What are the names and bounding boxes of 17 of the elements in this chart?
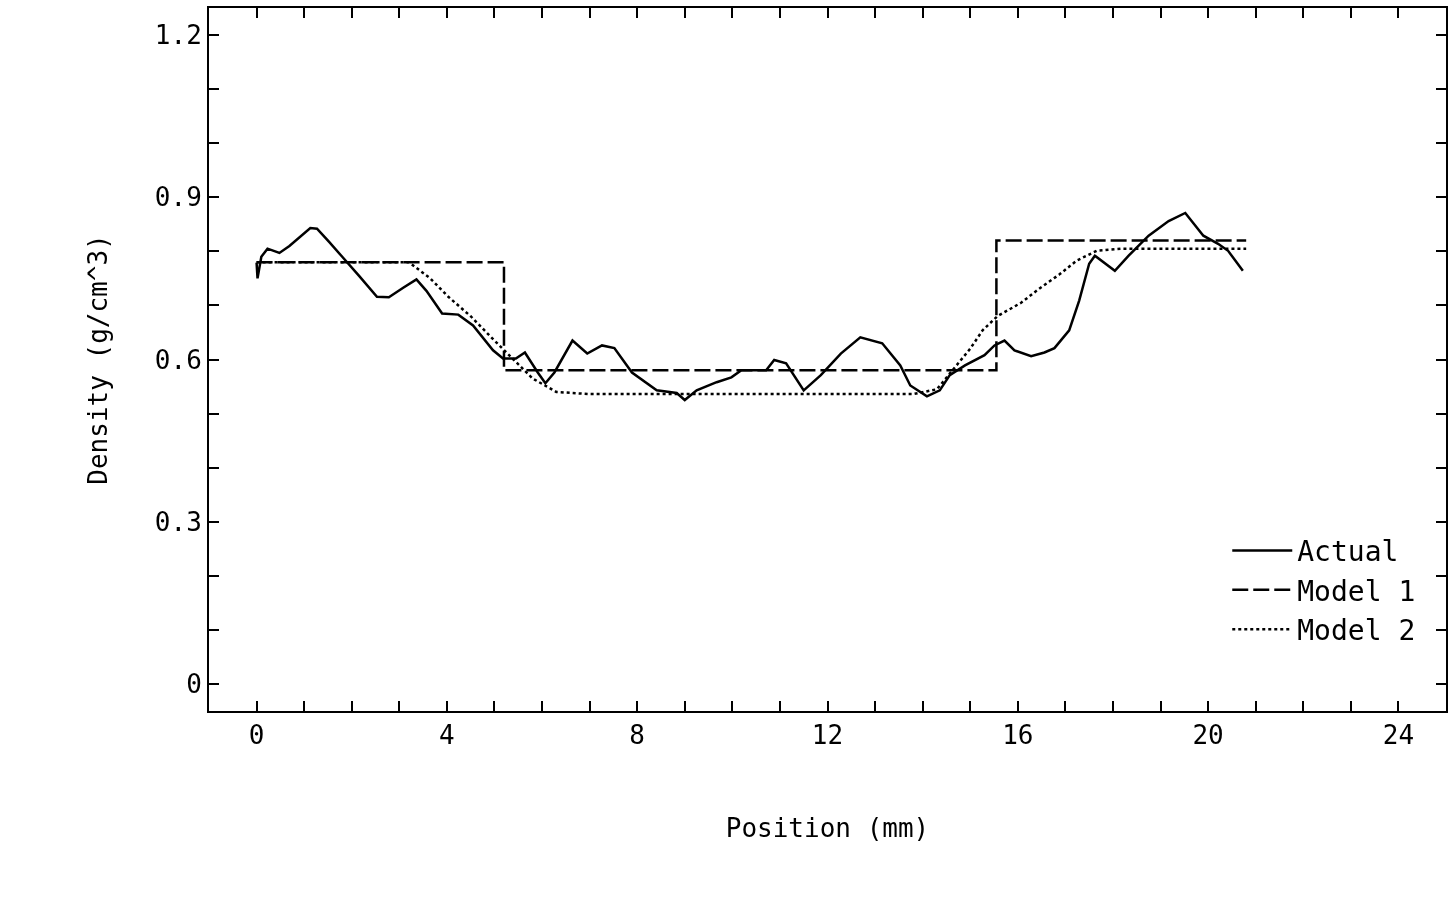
x-tick-label: 16 [1002,720,1034,751]
x-tick-label: 12 [811,720,844,751]
x-tick-label: 20 [1192,720,1224,751]
legend-label: Actual [1297,535,1399,569]
y-tick-label: 1.2 [154,20,202,51]
x-tick-label: 4 [439,720,455,751]
legend-label: Model 2 [1297,614,1416,648]
y-tick-label: 0.6 [154,344,202,375]
x-tick-label: 0 [248,720,265,751]
y-axis-title: Density (g/cm^3) [82,234,113,485]
y-tick-label: 0 [186,669,202,700]
x-tick-label: 8 [629,720,646,751]
x-axis-title: Position (mm) [725,813,930,844]
legend-label: Model 1 [1297,574,1416,608]
y-tick-label: 0.9 [154,182,202,213]
x-tick-label: 24 [1382,720,1415,751]
y-tick-label: 0.3 [154,506,202,537]
